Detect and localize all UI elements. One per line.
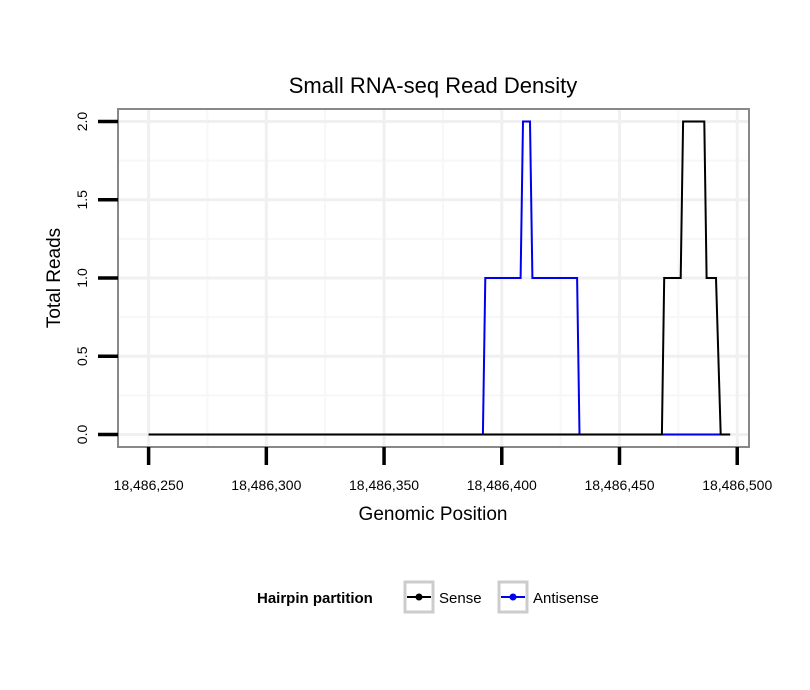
x-tick-label: 18,486,400 xyxy=(467,477,537,493)
chart-title: Small RNA-seq Read Density xyxy=(289,73,578,98)
y-axis-label: Total Reads xyxy=(44,228,65,328)
y-tick-label: 2.0 xyxy=(74,112,90,132)
series-line-antisense xyxy=(148,120,726,436)
y-tick-label: 0.0 xyxy=(74,425,90,445)
legend-label-antisense: Antisense xyxy=(533,590,599,607)
legend: Hairpin partition Sense Antisense xyxy=(257,580,599,614)
legend-key-point xyxy=(509,593,517,601)
series-line-sense xyxy=(148,120,731,436)
series-lines xyxy=(148,120,731,436)
legend-title: Hairpin partition xyxy=(257,590,373,607)
y-axis: 0.0 0.5 1.0 1.5 2.0 xyxy=(74,112,118,445)
x-tick-label: 18,486,250 xyxy=(114,477,184,493)
x-tick-label: 18,486,500 xyxy=(702,477,772,493)
x-axis: 18,486,250 18,486,300 18,486,350 18,486,400… xyxy=(114,447,772,493)
legend-key-point xyxy=(415,593,423,601)
y-tick-label: 1.5 xyxy=(74,190,90,210)
x-tick-label: 18,486,350 xyxy=(349,477,419,493)
legend-label-sense: Sense xyxy=(439,590,482,607)
x-tick-label: 18,486,450 xyxy=(584,477,654,493)
grid xyxy=(118,109,749,447)
x-axis-label: Genomic Position xyxy=(359,504,508,525)
x-tick-label: 18,486,300 xyxy=(231,477,301,493)
y-tick-label: 0.5 xyxy=(74,346,90,366)
y-tick-label: 1.0 xyxy=(74,268,90,288)
